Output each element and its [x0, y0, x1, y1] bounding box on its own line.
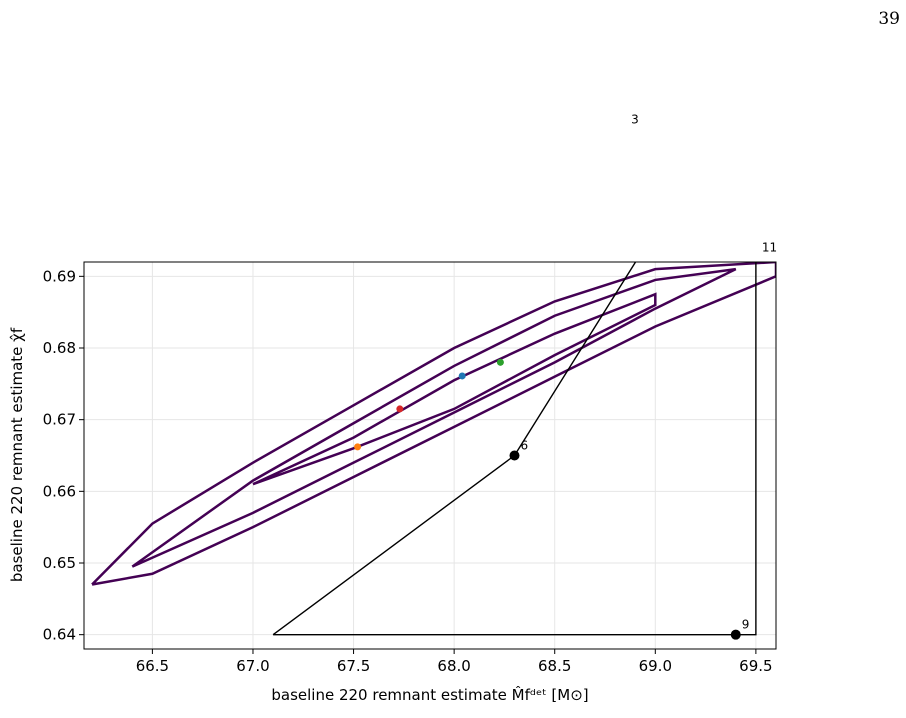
y-tick-label: 0.68: [43, 339, 76, 357]
y-tick-label: 0.66: [43, 482, 76, 500]
x-tick-label: 66.5: [136, 657, 169, 675]
contour: [131, 267, 737, 568]
y-tick-label: 0.67: [43, 411, 76, 429]
y-tick-label: 0.64: [43, 626, 76, 644]
page-number: 39: [878, 9, 900, 29]
point: [458, 372, 466, 380]
x-tick-label: 68.5: [538, 657, 571, 675]
marker: [509, 450, 520, 461]
x-tick-label: 68.0: [437, 657, 470, 675]
trajectory: [272, 262, 757, 636]
point: [354, 443, 362, 451]
point: [496, 358, 504, 366]
marker-label: 6: [520, 439, 528, 453]
plot-frame: [83, 261, 777, 650]
y-tick-label: 0.69: [43, 267, 76, 285]
x-tick-label: 67.5: [337, 657, 370, 675]
marker-label: 9: [742, 618, 750, 632]
x-tick-label: 69.0: [639, 657, 672, 675]
x-tick-label: 67.0: [236, 657, 269, 675]
plot-area: [91, 262, 776, 636]
x-tick-label: 69.5: [739, 657, 772, 675]
y-tick-label: 0.65: [43, 554, 76, 572]
annotation: 3: [631, 113, 639, 127]
marker: [730, 629, 741, 640]
annotation: 11: [762, 240, 777, 254]
contour: [252, 292, 657, 486]
x-axis-label: baseline 220 remnant estimate M̂fᵈᵉᵗ [M⊙…: [271, 685, 588, 704]
point: [396, 405, 404, 413]
y-axis-label: baseline 220 remnant estimate χ̂f: [8, 327, 26, 582]
contour: [91, 262, 776, 586]
